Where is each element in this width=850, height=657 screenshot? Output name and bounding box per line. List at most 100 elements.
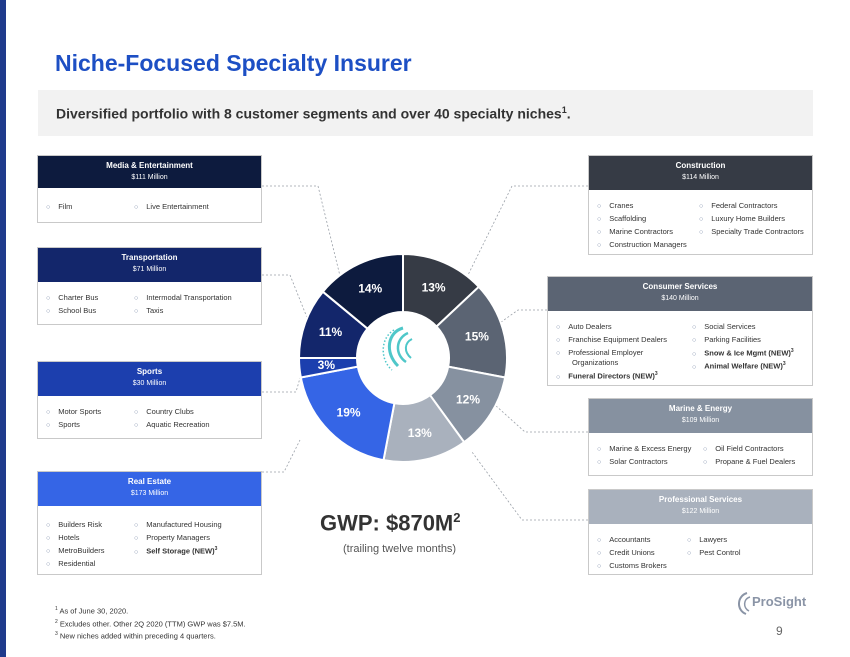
subtitle-text: Diversified portfolio with 8 customer se…: [56, 105, 562, 122]
subtitle: Diversified portfolio with 8 customer se…: [56, 105, 571, 122]
page-title: Niche-Focused Specialty Insurer: [55, 50, 412, 76]
niche-label: Motor Sports: [58, 407, 102, 416]
donut-slice-label: 15%: [465, 330, 489, 344]
donut-slice-label: 11%: [319, 325, 343, 339]
niche-item: ○ Parking Facilities: [692, 335, 761, 344]
segment-name: Construction: [675, 161, 726, 170]
niche-label: Intermodal Transportation: [146, 293, 232, 302]
donut-slice-label: 3%: [318, 358, 336, 372]
donut-slice-label: 13%: [408, 426, 432, 440]
segment-name: Marine & Energy: [668, 404, 733, 413]
gwp-total: GWP: $870M2: [320, 510, 461, 536]
niche-item: ○ Construction Managers: [597, 240, 687, 249]
gwp-footnote-ref: 2: [453, 510, 461, 525]
footnote-text: Excludes other. Other 2Q 2020 (TTM) GWP …: [59, 619, 246, 628]
niche-label: Federal Contractors: [711, 201, 778, 210]
niche-item: ○ Charter Bus: [46, 293, 98, 302]
prosight-logo: ProSight: [732, 590, 812, 616]
bullet-icon: ○: [699, 216, 704, 223]
segment-amount: $71 Million: [132, 266, 167, 273]
bullet-icon: ○: [46, 204, 51, 211]
footnote-ref: 3: [790, 348, 794, 354]
niche-item: ○ Solar Contractors: [597, 457, 668, 466]
niche-item: ○ Manufactured Housing: [134, 520, 222, 529]
niche-item: ○ Scaffolding: [597, 214, 646, 223]
segment-header-realestate: Real Estate $173 Million: [38, 472, 261, 506]
niche-item: ○ Residential: [46, 559, 95, 568]
footnote-text: As of June 30, 2020.: [59, 606, 129, 616]
segment-card-marine: Marine & Energy $109 Million ○ Marine & E…: [588, 398, 813, 476]
donut-slice-label: 13%: [422, 280, 446, 294]
niche-item: ○ Builders Risk: [46, 520, 102, 529]
niche-item: ○ Pest Control: [687, 548, 741, 557]
segment-niches: ○ Charter Bus ○ Intermodal Transportation …: [38, 282, 261, 324]
segment-amount: $109 Million: [681, 417, 720, 424]
bullet-icon: ○: [556, 337, 561, 344]
bullet-icon: ○: [134, 409, 139, 416]
niche-label: Funeral Directors (NEW): [568, 371, 655, 381]
niche-item: ○ Taxis: [134, 306, 163, 315]
bullet-icon: ○: [692, 337, 697, 344]
segment-niches: ○ Cranes ○ Federal Contractors ○ Scaffoldin…: [589, 190, 812, 254]
footnote-ref: 3: [654, 371, 658, 377]
segment-amount: $30 Million: [132, 380, 167, 387]
niche-label: Social Services: [704, 322, 756, 331]
niche-item: ○ Lawyers: [687, 535, 727, 544]
segment-amount: $114 Million: [682, 174, 719, 181]
niche-item: ○ MetroBuilders: [46, 546, 105, 555]
niche-item-new: ○ Funeral Directors (NEW)3: [556, 371, 658, 381]
niche-item: ○ Auto Dealers: [556, 322, 612, 331]
bullet-icon: ○: [597, 242, 602, 249]
bullet-icon: ○: [46, 561, 51, 568]
niche-item: ○ Live Entertainment: [134, 202, 209, 211]
niche-label: Credit Unions: [609, 548, 655, 557]
segment-header-construction: Construction $114 Million: [589, 156, 812, 190]
bullet-icon: ○: [703, 459, 708, 466]
niche-label: Residential: [58, 559, 96, 568]
segment-name: Consumer Services: [642, 282, 718, 291]
niche-label: Film: [58, 202, 73, 211]
segment-niches: ○ Motor Sports ○ Country Clubs ○ Sports ○ Aq…: [38, 396, 261, 438]
niche-item: ○ Film: [46, 202, 72, 211]
segment-name: Transportation: [121, 253, 178, 262]
segment-header-marine: Marine & Energy $109 Million: [589, 399, 812, 433]
bullet-icon: ○: [597, 229, 602, 236]
niche-label: Charter Bus: [58, 293, 99, 302]
bullet-icon: ○: [597, 216, 602, 223]
segment-name: Professional Services: [658, 495, 743, 504]
bullet-icon: ○: [46, 522, 51, 529]
niche-label: Live Entertainment: [146, 202, 209, 211]
donut-slice-label: 12%: [456, 392, 480, 406]
niche-label: Lawyers: [699, 535, 728, 544]
segment-header-media: Media & Entertainment $111 Million: [38, 156, 261, 188]
bullet-icon: ○: [597, 550, 602, 557]
subtitle-banner: Diversified portfolio with 8 customer se…: [38, 90, 813, 136]
segment-header-transportation: Transportation $71 Million: [38, 248, 261, 282]
segment-amount: $111 Million: [131, 174, 168, 181]
niche-item: ○ Cranes: [597, 201, 633, 210]
niche-item: ○ Hotels: [46, 533, 80, 542]
niche-label: Propane & Fuel Dealers: [715, 457, 796, 466]
bullet-icon: ○: [597, 563, 602, 570]
niche-item: ○ Federal Contractors: [699, 201, 778, 210]
niche-item: ○ Propane & Fuel Dealers: [703, 457, 795, 466]
niche-item: ○ Franchise Equipment Dealers: [556, 335, 667, 344]
segment-name: Sports: [136, 367, 163, 376]
segment-niches: ○ Auto Dealers ○ Social Services ○ Franchis…: [548, 311, 812, 385]
segment-name: Media & Entertainment: [106, 161, 193, 170]
bullet-icon: ○: [46, 548, 51, 555]
bullet-icon: ○: [703, 446, 708, 453]
niche-label: Customs Brokers: [609, 561, 667, 570]
bullet-icon: ○: [687, 537, 692, 544]
niche-item: ○ Credit Unions: [597, 548, 655, 557]
bullet-icon: ○: [134, 204, 139, 211]
segment-amount: $140 Million: [661, 295, 699, 302]
prosight-logo-icon: [738, 592, 751, 615]
niche-label: Parking Facilities: [704, 335, 761, 344]
bullet-icon: ○: [46, 295, 51, 302]
niche-label: Aquatic Recreation: [146, 420, 210, 429]
niche-label: Oil Field Contractors: [715, 444, 784, 453]
niche-label: Professional Employer: [568, 348, 644, 357]
niche-item: ○ Marine & Excess Energy: [597, 444, 691, 453]
niche-label: Animal Welfare (NEW): [704, 361, 783, 371]
